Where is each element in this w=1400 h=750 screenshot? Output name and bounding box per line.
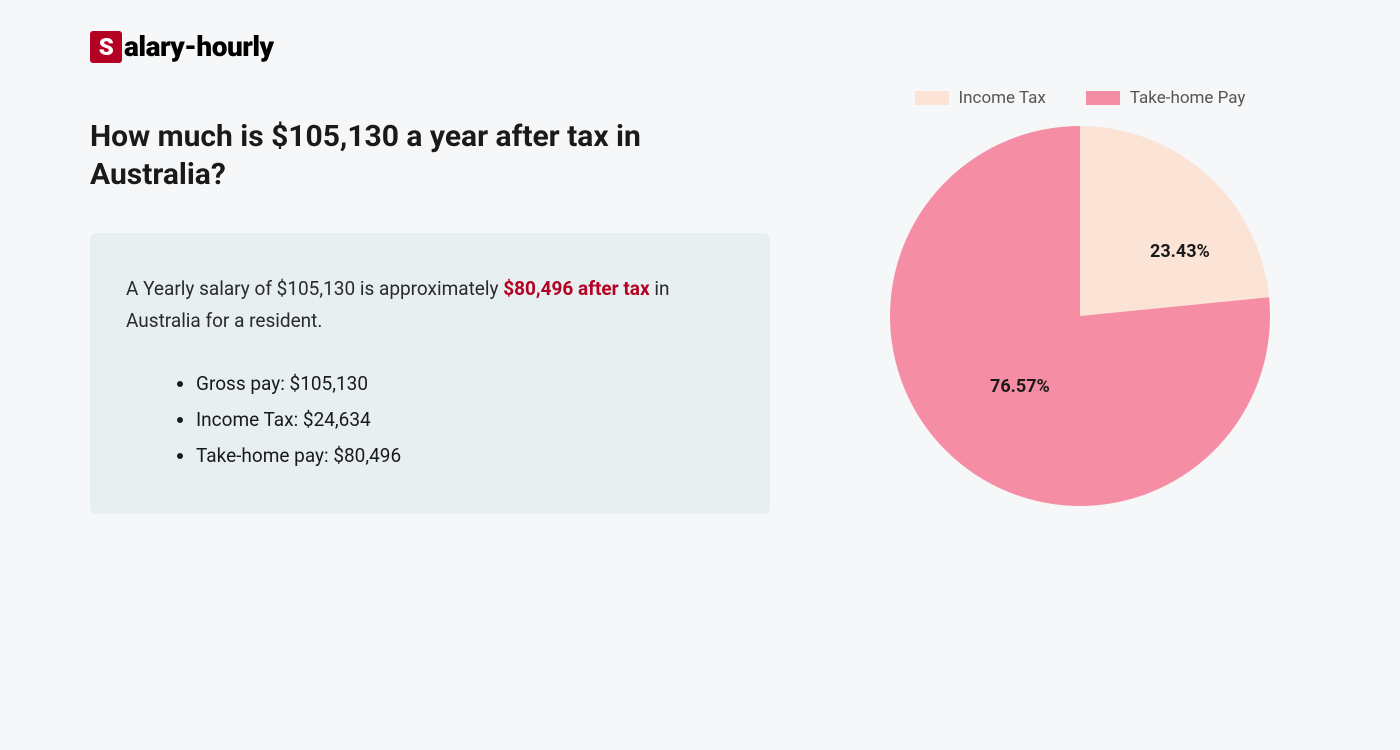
- slice-label: 76.57%: [990, 376, 1050, 397]
- list-item: Gross pay: $105,130: [196, 366, 734, 402]
- legend-swatch: [1086, 91, 1120, 105]
- slice-label: 23.43%: [1150, 241, 1210, 262]
- legend-item: Income Tax: [915, 88, 1046, 108]
- pie-chart: 23.43% 76.57%: [890, 126, 1270, 506]
- chart-legend: Income Tax Take-home Pay: [850, 88, 1310, 108]
- logo-text: alary-hourly: [124, 30, 274, 63]
- legend-item: Take-home Pay: [1086, 88, 1246, 108]
- list-item: Take-home pay: $80,496: [196, 438, 734, 474]
- site-logo: Salary-hourly: [90, 30, 1310, 63]
- summary-box: A Yearly salary of $105,130 is approxima…: [90, 233, 770, 514]
- summary-highlight: $80,496 after tax: [503, 277, 649, 300]
- page-heading: How much is $105,130 a year after tax in…: [90, 118, 770, 193]
- legend-swatch: [915, 91, 949, 105]
- summary-text: A Yearly salary of $105,130 is approxima…: [126, 273, 734, 338]
- legend-label: Take-home Pay: [1130, 88, 1246, 108]
- list-item: Income Tax: $24,634: [196, 402, 734, 438]
- logo-icon: S: [90, 31, 122, 63]
- legend-label: Income Tax: [959, 88, 1046, 108]
- summary-prefix: A Yearly salary of $105,130 is approxima…: [126, 277, 503, 300]
- breakdown-list: Gross pay: $105,130 Income Tax: $24,634 …: [126, 366, 734, 474]
